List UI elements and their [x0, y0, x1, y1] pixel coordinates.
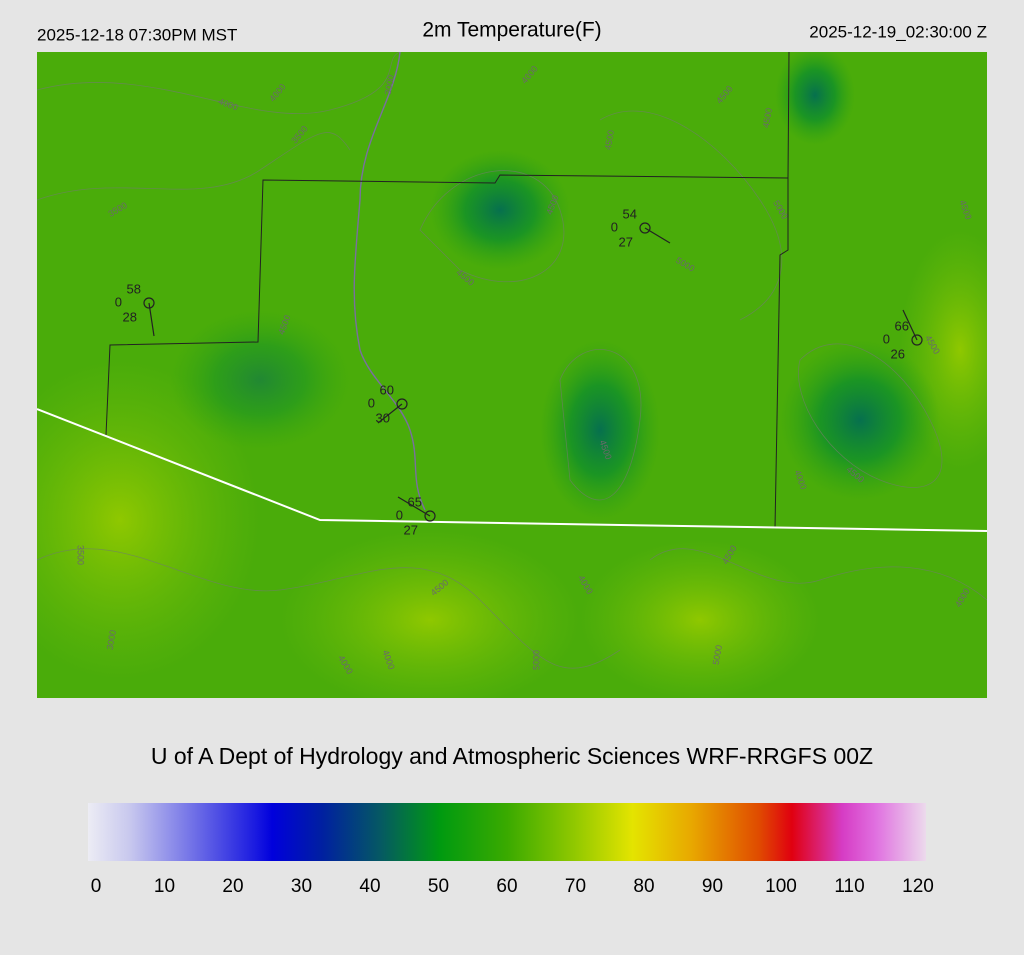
station-wind: 0 — [883, 331, 890, 346]
station-wind: 0 — [115, 294, 122, 309]
contour-label: 3500 — [76, 545, 86, 565]
station-dew: 27 — [619, 234, 633, 249]
station-dew: 27 — [404, 522, 418, 537]
colorbar-tick-label: 50 — [428, 876, 449, 897]
local-time: 2025-12-18 07:30PM MST — [37, 25, 237, 44]
colorbar-tick-label: 70 — [565, 876, 586, 897]
station-marker — [911, 334, 923, 346]
wind-barb — [397, 496, 431, 517]
colorbar — [88, 803, 926, 861]
station-temp: 54 — [623, 206, 637, 221]
station-wind: 0 — [396, 507, 403, 522]
station-temp: 58 — [127, 281, 141, 296]
contour-label: 3000 — [105, 629, 118, 650]
contour-label: 4500 — [761, 107, 774, 128]
colorbar-tick-label: 120 — [902, 876, 934, 897]
station-dew: 28 — [123, 309, 137, 324]
contour-label: 5000 — [711, 644, 724, 665]
colorbar-tick-label: 100 — [765, 876, 797, 897]
colorbar-tick-label: 0 — [91, 876, 102, 897]
credit: U of A Dept of Hydrology and Atmospheric… — [151, 743, 873, 769]
colorbar-tick-label: 40 — [359, 876, 380, 897]
station-marker — [639, 222, 651, 234]
colorbar-tick-label: 10 — [154, 876, 175, 897]
colorbar-tick-label: 90 — [702, 876, 723, 897]
title: 2m Temperature(F) — [422, 19, 601, 42]
station-dew: 30 — [376, 410, 390, 425]
wind-barb — [377, 403, 403, 424]
station-wind: 0 — [611, 219, 618, 234]
wind-barb — [644, 227, 671, 244]
station-temp: 66 — [895, 318, 909, 333]
contour-label: 3000 — [383, 74, 396, 95]
wind-barb — [902, 309, 918, 341]
colorbar-tick-label: 20 — [222, 876, 243, 897]
station-temp: 60 — [380, 382, 394, 397]
station-marker — [143, 297, 155, 309]
colorbar-tick-label: 80 — [633, 876, 654, 897]
colorbar-tick-label: 110 — [834, 876, 864, 897]
utc-time: 2025-12-19_02:30:00 Z — [809, 22, 987, 41]
station-temp: 65 — [408, 494, 422, 509]
colorbar-tick-label: 30 — [291, 876, 312, 897]
station-wind: 0 — [368, 395, 375, 410]
station-marker — [424, 510, 436, 522]
station-dew: 26 — [891, 346, 905, 361]
wind-barb — [148, 302, 155, 337]
contour-label: 5000 — [531, 650, 541, 670]
colorbar-tick-label: 60 — [496, 876, 517, 897]
station-marker — [396, 398, 408, 410]
contour-label: 4500 — [603, 129, 616, 150]
